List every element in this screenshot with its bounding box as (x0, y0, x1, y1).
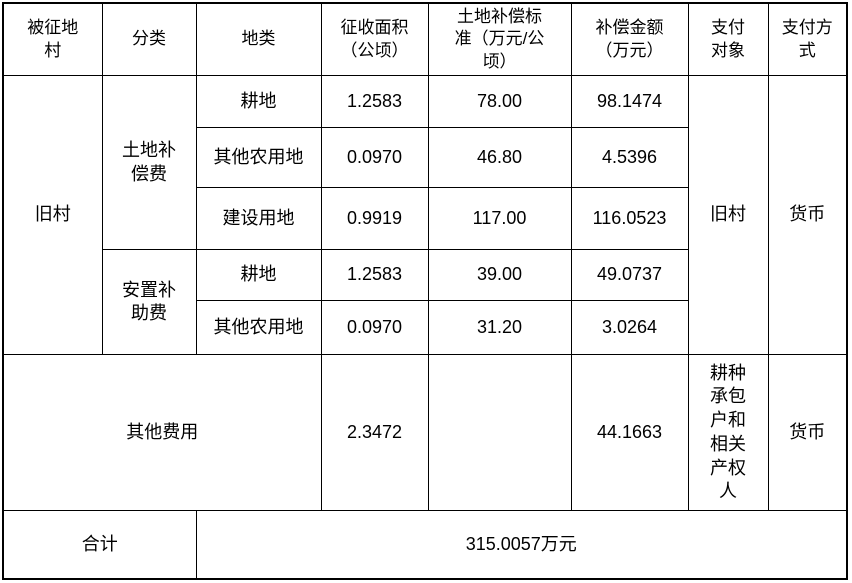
cell-other-fees-area: 2.3472 (320, 354, 429, 512)
table-row: 其他农用地 0.0970 46.80 4.5396 (3, 127, 847, 189)
cell-other-fees-standard-empty (427, 354, 572, 512)
cell-other-fees-label: 其他费用 (2, 354, 322, 512)
table-header-row: 被征地 村 分类 地类 征收面积 （公顷） 土地补偿标 准（万元/公 顷） 补偿… (2, 2, 848, 77)
cell-amount: 98.1474 (570, 75, 689, 129)
header-compensation-standard: 土地补偿标 准（万元/公 顷） (427, 2, 572, 77)
cell-amount: 49.0737 (570, 249, 689, 302)
cell-land-type: 建设用地 (195, 187, 322, 251)
cell-land-type: 其他农用地 (195, 127, 322, 189)
table-row: 建设用地 0.9919 117.00 116.0523 (3, 187, 847, 251)
cell-other-fees-amount: 44.1663 (570, 354, 689, 512)
cell-standard: 31.20 (427, 300, 572, 356)
cell-area: 1.2583 (320, 249, 429, 302)
cell-category-land-compensation: 土地补 偿费 (101, 75, 197, 251)
table-row: 旧村 土地补 偿费 耕地 1.2583 78.00 98.1474 旧村 货币 (2, 75, 848, 356)
cell-area: 1.2583 (320, 75, 429, 129)
cell-other-fees-payment-method: 货币 (767, 354, 848, 512)
header-land-type: 地类 (195, 2, 322, 77)
header-requisitioned-village: 被征地 村 (2, 2, 103, 77)
cell-other-fees-payee: 耕种 承包 户和 相关 产权 人 (687, 354, 769, 512)
cell-payee: 旧村 (687, 75, 769, 356)
cell-total-label: 合计 (2, 510, 197, 580)
cell-land-type: 耕地 (195, 249, 322, 302)
cell-area: 0.0970 (320, 300, 429, 356)
cell-village: 旧村 (2, 75, 103, 356)
cell-amount: 116.0523 (570, 187, 689, 251)
cell-land-type: 其他农用地 (195, 300, 322, 356)
table-row: 其他农用地 0.0970 31.20 3.0264 (3, 300, 847, 356)
cell-standard: 39.00 (427, 249, 572, 302)
cell-standard: 117.00 (427, 187, 572, 251)
cell-payment-method: 货币 (767, 75, 848, 356)
header-payment-method: 支付方 式 (767, 2, 848, 77)
cell-total-value: 315.0057万元 (195, 510, 848, 580)
header-area: 征收面积 （公顷） (320, 2, 429, 77)
cell-area: 0.0970 (320, 127, 429, 189)
cell-amount: 4.5396 (570, 127, 689, 189)
cell-standard: 46.80 (427, 127, 572, 189)
cell-category-resettlement-subsidy: 安置补 助费 (101, 249, 197, 356)
total-row: 合计 315.0057万元 (2, 510, 848, 580)
cell-area: 0.9919 (320, 187, 429, 251)
cell-standard: 78.00 (427, 75, 572, 129)
header-payee: 支付 对象 (687, 2, 769, 77)
cell-amount: 3.0264 (570, 300, 689, 356)
header-category: 分类 (101, 2, 197, 77)
other-fees-row: 其他费用 2.3472 44.1663 耕种 承包 户和 相关 产权 人 货币 (2, 354, 848, 512)
header-compensation-amount: 补偿金额 （万元） (570, 2, 689, 77)
cell-land-type: 耕地 (195, 75, 322, 129)
